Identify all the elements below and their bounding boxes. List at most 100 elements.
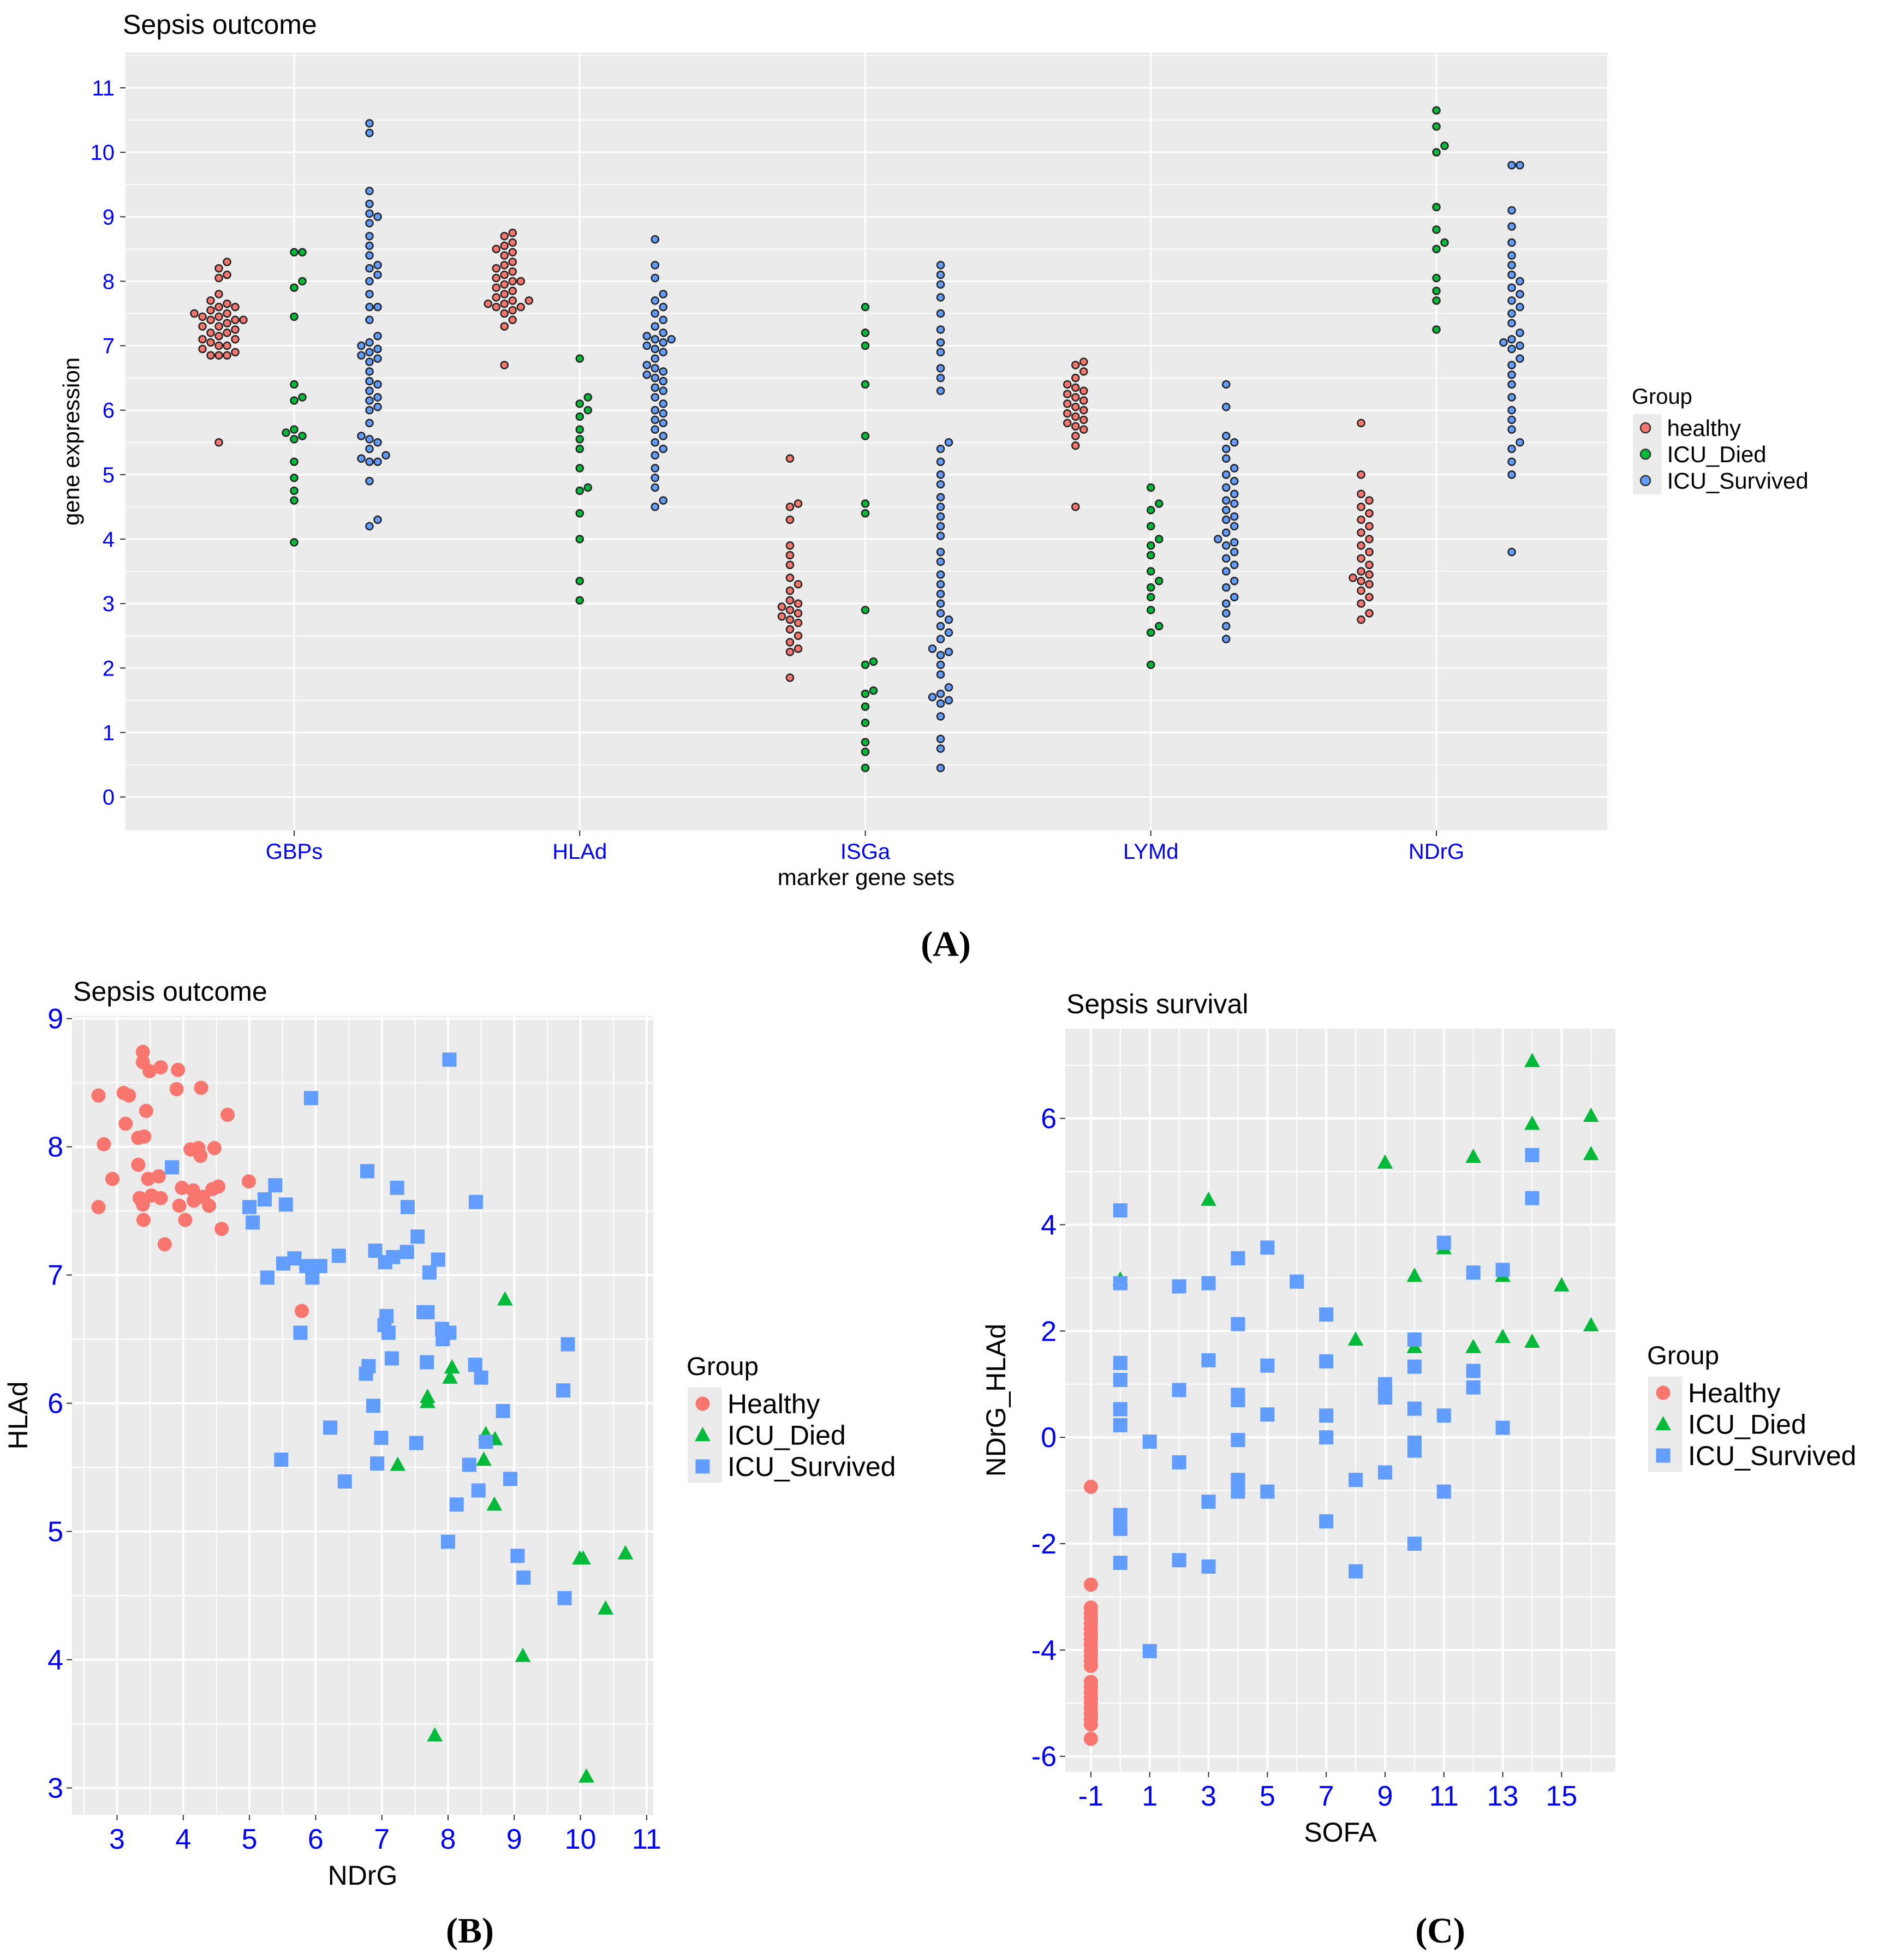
data-point-Healthy [1083,1731,1098,1746]
data-point-ICU_Survived [1436,1484,1451,1499]
data-point-ICU_Survived [944,696,953,705]
data-point-Healthy [220,1107,235,1122]
data-point-ICU_Survived [1222,554,1231,563]
plot-panel [1065,1029,1615,1772]
data-point-ICU_Died [1432,296,1441,305]
data-point-ICU_Survived [1231,1393,1245,1407]
data-point-ICU_Survived [1507,283,1516,292]
data-point-ICU_Died [298,277,307,286]
data-point-ICU_Died [290,248,299,256]
x-tick-label: 7 [1319,1780,1334,1812]
data-point-healthy [1063,399,1072,408]
data-point-ICU_Died [442,1369,458,1384]
data-point-Healthy [135,1197,150,1212]
data-point-ICU_Survived [557,1591,572,1605]
data-point-ICU_Survived [944,438,953,447]
data-point-healthy [1365,547,1374,557]
y-tick-label: -2 [1031,1528,1057,1560]
data-point-ICU_Died [390,1456,406,1471]
data-point-ICU_Survived [365,444,374,453]
data-point-ICU_Survived [479,1435,493,1449]
data-point-ICU_Died [1554,1277,1570,1292]
data-point-ICU_Survived [1201,1559,1216,1574]
data-point-ICU_Survived [1507,319,1516,327]
x-tick-label: 1 [1142,1780,1158,1812]
data-point-healthy [508,277,517,286]
data-point-ICU_Survived [365,396,374,405]
data-point-ICU_Survived [936,503,945,511]
data-point-ICU_Survived [659,444,667,453]
data-point-ICU_Survived [936,734,945,743]
data-point-healthy [206,351,215,360]
data-point-ICU_Survived [936,364,945,373]
data-point-ICU_Died [575,509,584,518]
data-point-ICU_Died [1440,141,1449,151]
data-point-ICU_Survived [468,1194,483,1209]
data-point-ICU_Survived [659,399,667,408]
data-point-Healthy [118,1116,133,1131]
data-point-healthy [214,351,223,360]
x-tick-label: 11 [1429,1780,1459,1812]
data-point-ICU_Survived [303,1091,318,1106]
data-point-ICU_Survived [410,1229,425,1244]
data-point-healthy [1071,422,1080,431]
x-axis-label: NDrG [328,1860,398,1891]
data-point-ICU_Survived [651,273,659,283]
data-point-healthy [785,615,795,624]
data-point-ICU_Died [290,474,299,482]
x-tick-label: 15 [1546,1780,1577,1812]
data-point-ICU_Died [578,1768,594,1783]
data-point-healthy [500,361,509,369]
data-point-ICU_Died [575,1550,591,1565]
data-point-ICU_Survived [651,438,659,447]
data-point-healthy [492,293,500,302]
data-point-healthy [492,283,500,292]
data-point-ICU_Survived [651,322,659,331]
data-point-ICU_Survived [936,444,945,453]
x-tick-label: 6 [308,1824,324,1855]
legend-label: ICU_Died [1667,441,1767,467]
data-point-ICU_Survived [651,344,659,354]
x-tick-label: LYMd [1123,840,1179,864]
data-point-ICU_Died [575,399,584,408]
data-point-ICU_Survived [936,712,945,721]
data-point-ICU_Survived [1113,1418,1128,1432]
data-point-ICU_Survived [365,302,374,312]
data-point-healthy [785,551,795,560]
data-point-ICU_Survived [936,599,945,608]
data-point-healthy [1357,489,1365,499]
data-point-healthy [1357,599,1365,608]
data-point-ICU_Survived [936,338,945,347]
legend-title: Group [1647,1341,1719,1370]
data-point-ICU_Died [1465,1338,1481,1353]
data-point-ICU_Survived [1436,1408,1451,1423]
data-point-ICU_Died [1201,1191,1216,1206]
data-point-Healthy [178,1212,193,1227]
y-axis-label: NDrG_HLAd [981,1324,1011,1477]
data-point-ICU_Survived [373,332,382,340]
data-point-ICU_Died [575,464,584,473]
data-point-healthy [214,264,223,273]
data-point-ICU_Died [1155,499,1164,508]
data-point-ICU_Died [1465,1148,1481,1163]
data-point-healthy [1079,425,1088,434]
data-point-ICU_Survived [1407,1443,1422,1458]
data-point-healthy [508,258,517,266]
data-point-ICU_Survived [1231,1317,1245,1331]
data-point-ICU_Died [515,1647,531,1662]
data-point-ICU_Survived [1230,560,1239,569]
y-tick-label: 6 [103,399,115,423]
data-point-healthy [508,286,517,295]
data-point-ICU_Died [290,457,299,466]
data-point-ICU_Survived [1201,1353,1216,1367]
chart-title: Sepsis outcome [123,9,317,40]
x-tick-label: 11 [632,1824,661,1855]
data-point-ICU_Survived [373,457,382,466]
data-point-ICU_Survived [516,1570,531,1585]
data-point-ICU_Survived [1222,470,1231,479]
data-point-ICU_Survived [659,432,667,440]
data-point-healthy [214,322,223,331]
data-point-ICU_Survived [365,277,374,286]
